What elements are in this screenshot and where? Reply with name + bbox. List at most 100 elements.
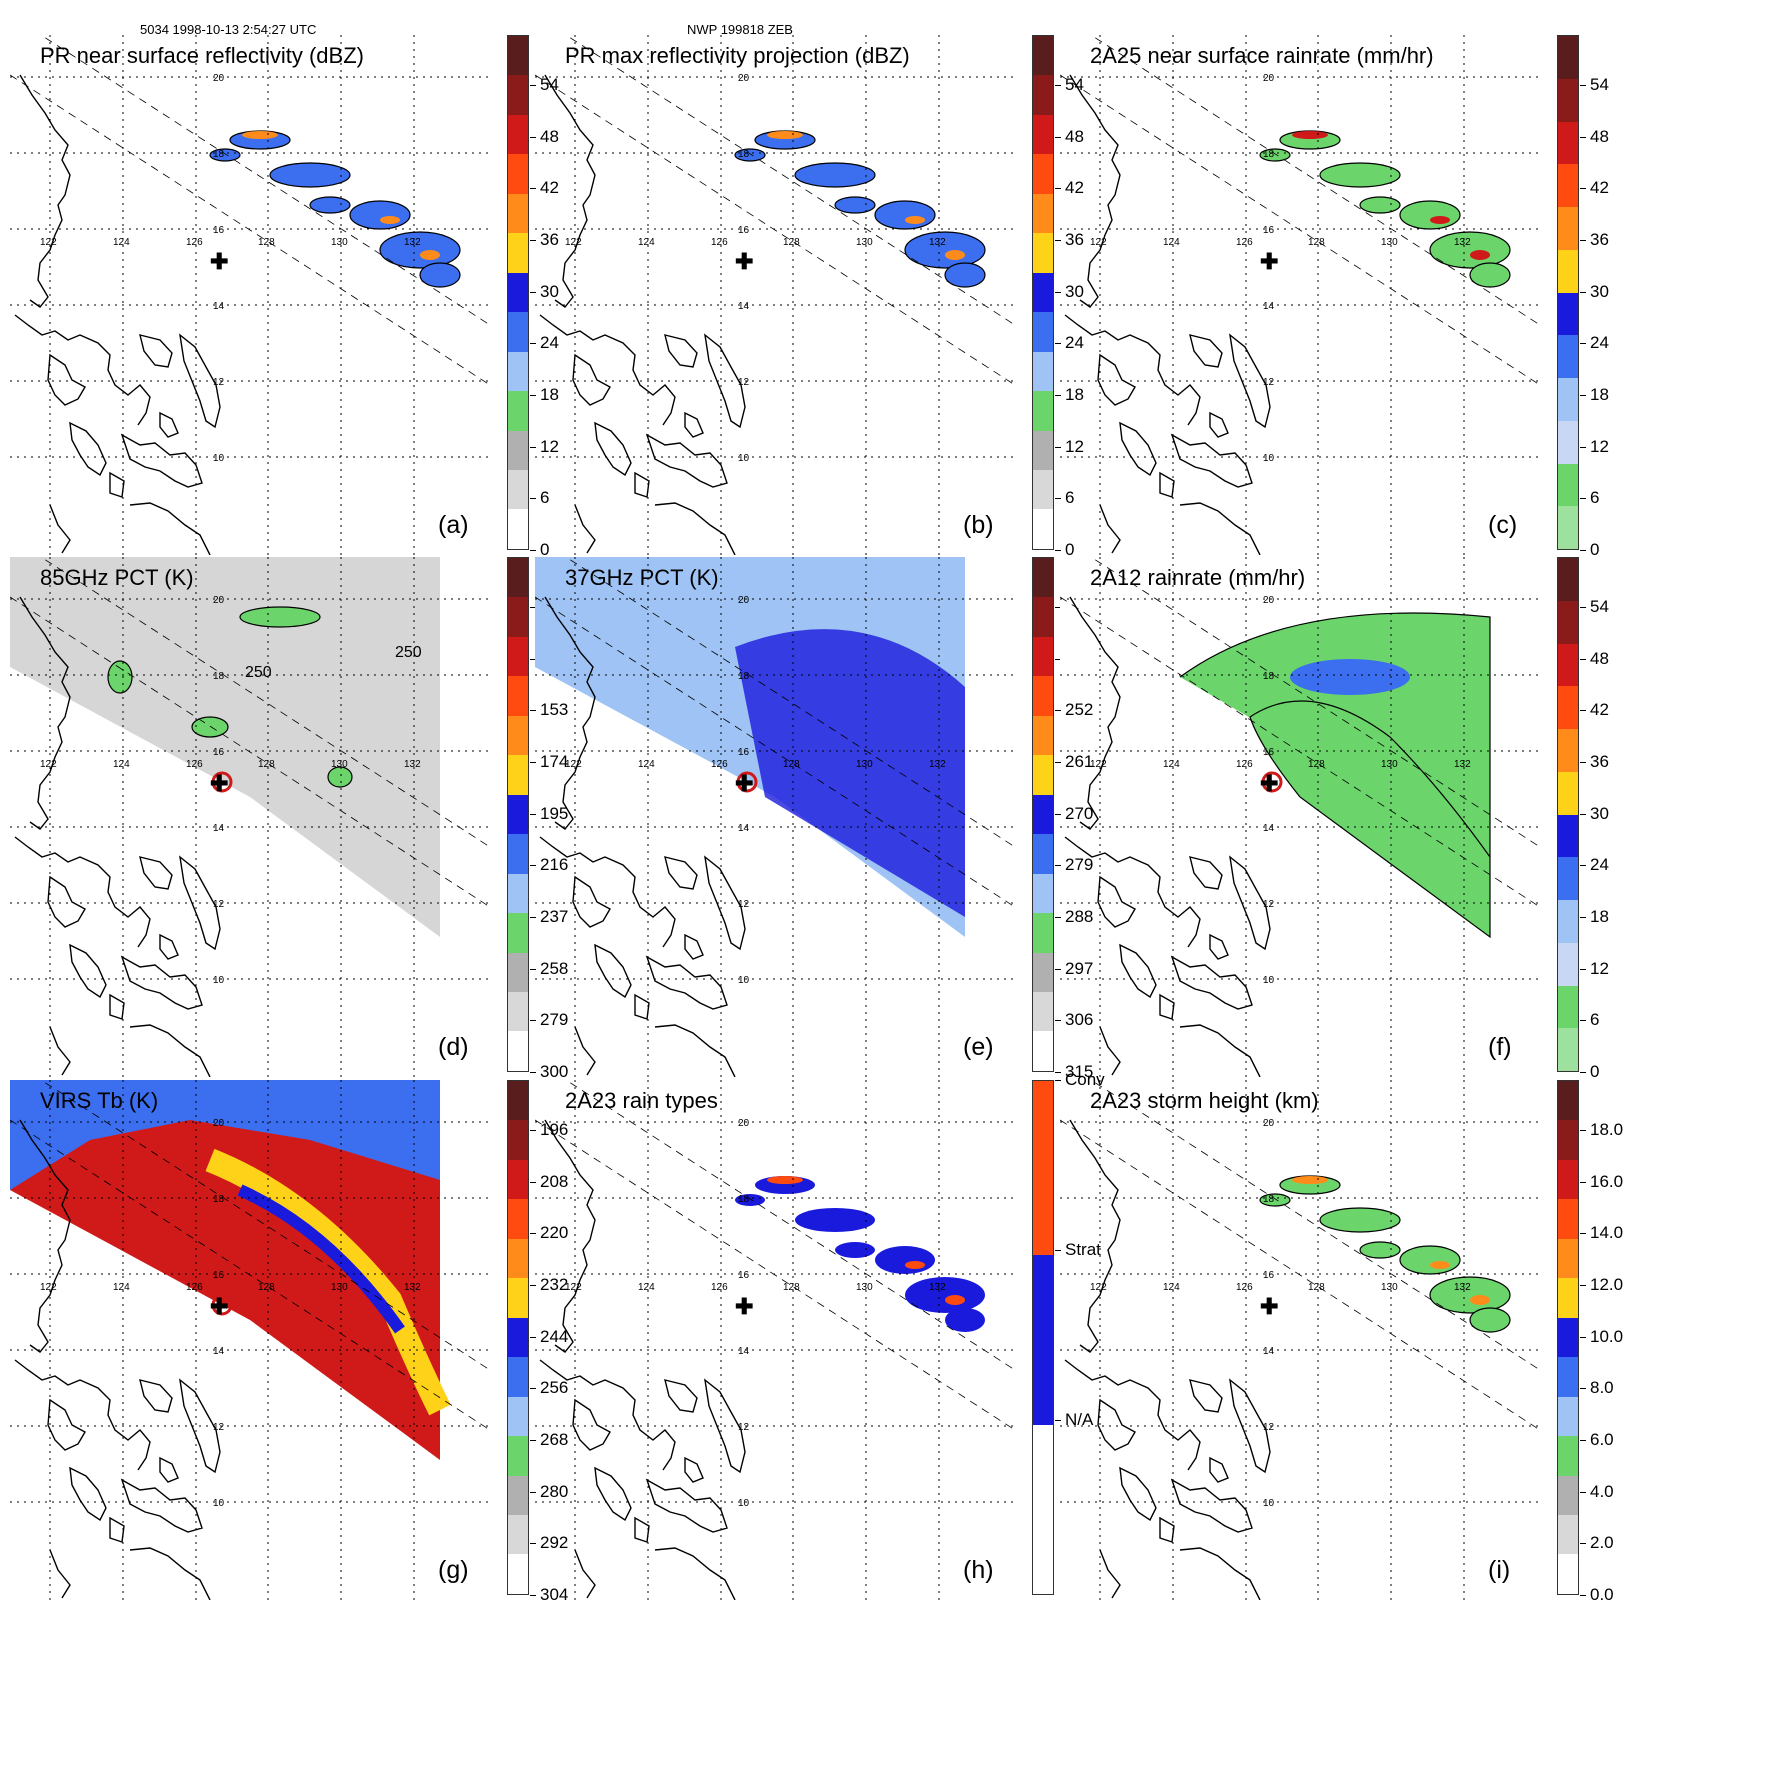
lon-label: 126 xyxy=(1236,1282,1253,1293)
panel-d: 20 18 16 14 12 10 122 124 126 128 130 132 ✚ 250 250 85G… xyxy=(10,557,570,1117)
colorbar-segment xyxy=(508,1120,528,1160)
colorbar-segment xyxy=(508,1396,528,1437)
map-canvas: 20 18 16 14 12 10 122 124 126 128 130 132 ✚ xyxy=(535,557,1015,1077)
colorbar-segment xyxy=(1558,164,1578,207)
lat-label: 18 xyxy=(738,1194,750,1205)
lat-label: 20 xyxy=(213,73,225,84)
lat-label: 14 xyxy=(1263,1346,1275,1357)
lat-label: 10 xyxy=(1263,1498,1275,1509)
map-canvas: 20 18 16 14 12 10 122 124 126 128 130 132 ✚ xyxy=(1060,35,1540,555)
lon-label: 126 xyxy=(711,237,728,248)
panel-letter: (f) xyxy=(1488,1033,1512,1061)
colorbar-tick-label: 42 xyxy=(1580,700,1609,720)
colorbar-segment xyxy=(508,597,528,637)
colorbar-segment xyxy=(1558,1028,1578,1071)
colorbar-tick-label: 48 xyxy=(1055,126,1084,146)
colorbar-segment xyxy=(1558,78,1578,122)
colorbar-tick-label: 6 xyxy=(1579,488,1600,508)
colorbar-tick-label: 279 xyxy=(529,1010,569,1030)
map-b: 20 18 16 14 12 10 122 124 126 128 130 132 ✚ xyxy=(535,35,1015,555)
colorbar-segment xyxy=(1558,506,1578,549)
colorbar-segment xyxy=(1033,193,1053,234)
colorbar-tick-label: 4.0 xyxy=(1580,1481,1614,1501)
lon-label: 124 xyxy=(1163,1282,1180,1293)
panel-b: 20 18 16 14 12 10 122 124 126 128 130 132 ✚ PR max re… xyxy=(535,35,1095,595)
map-canvas: 20 18 16 14 12 10 122 124 126 128 130 132 ✚ xyxy=(10,1080,490,1600)
orbit-info: 5034 1998-10-13 2:54:27 UTC xyxy=(140,22,317,37)
lon-label: 122 xyxy=(565,759,582,770)
colorbar-segment xyxy=(1558,814,1578,858)
panel-title: 85GHz PCT (K) xyxy=(40,565,194,590)
lon-label: 130 xyxy=(1381,237,1398,248)
map-canvas: 20 18 16 14 12 10 122 124 126 128 130 132 ✚ xyxy=(10,35,490,555)
colorbar-tick-label: 18 xyxy=(1580,907,1609,926)
colorbar-segment xyxy=(1033,1031,1053,1071)
colorbar-tick-label: 244 xyxy=(529,1326,569,1346)
lon-label: 122 xyxy=(40,1282,57,1293)
colorbar-segment xyxy=(1558,985,1578,1029)
colorbar-tick-label: 12 xyxy=(1580,436,1609,456)
colorbar-tick-label: 42 xyxy=(530,178,559,198)
colorbar-tick-label: 306 xyxy=(1054,1010,1094,1030)
colorbar-segment xyxy=(508,469,528,510)
colorbar-segment xyxy=(1033,312,1053,352)
colorbar-segment xyxy=(1558,1436,1578,1476)
lat-label: 20 xyxy=(1263,595,1275,606)
lon-label: 122 xyxy=(1090,1282,1107,1293)
lon-label: 124 xyxy=(113,1282,130,1293)
colorbar-tick-label: 42 xyxy=(1580,178,1609,198)
map-canvas: 20 18 16 14 12 10 122 124 126 128 130 132 ✚ xyxy=(535,35,1015,555)
colorbar-segment xyxy=(508,834,528,874)
lat-label: 16 xyxy=(738,747,750,758)
colorbar-tick-label: 258 xyxy=(529,958,569,978)
panel-letter: (d) xyxy=(438,1033,469,1061)
lon-label: 124 xyxy=(113,759,130,770)
colorbar-tick-label: Strat xyxy=(1055,1240,1101,1259)
lat-label: 14 xyxy=(738,301,750,312)
colorbar-segment xyxy=(1558,1199,1578,1239)
lat-label: 12 xyxy=(213,377,225,388)
lat-label: 12 xyxy=(213,899,225,910)
colorbar-ticks: 18.0 16.0 14.0 12.0 10.0 8.0 6.0 4.0 2.0 0.0 xyxy=(1579,1080,1642,1604)
colorbar-segment xyxy=(1558,335,1578,378)
lat-label: 14 xyxy=(1263,301,1275,312)
colorbar-segment xyxy=(508,1317,528,1358)
lat-label: 18 xyxy=(1263,1194,1275,1205)
map-d: 20 18 16 14 12 10 122 124 126 128 130 132 ✚ 250 250 xyxy=(10,557,490,1077)
lon-label: 126 xyxy=(1236,759,1253,770)
lat-label: 14 xyxy=(213,301,225,312)
colorbar-tick-label: 24 xyxy=(1580,855,1609,875)
colorbar-segment xyxy=(1033,509,1053,549)
colorbar-segment xyxy=(508,36,528,76)
colorbar-tick-label: 36 xyxy=(1580,752,1609,771)
lat-label: 18 xyxy=(213,149,225,160)
colorbar-segment xyxy=(1558,249,1578,293)
colorbar-tick-label: 6 xyxy=(1579,1010,1600,1030)
lon-label: 126 xyxy=(186,237,203,248)
map-canvas: 20 18 16 14 12 10 122 124 126 128 130 132 ✚ xyxy=(1060,1080,1540,1600)
lon-label: 132 xyxy=(1454,1282,1471,1293)
colorbar-segment xyxy=(1558,1081,1578,1121)
colorbar xyxy=(1557,35,1579,550)
colorbar-segment xyxy=(508,1357,528,1397)
colorbar-tick-label: 6 xyxy=(529,488,550,508)
colorbar-tick-label: 288 xyxy=(1054,907,1094,926)
lon-label: 126 xyxy=(711,759,728,770)
lon-label: 122 xyxy=(40,237,57,248)
colorbar-segment xyxy=(508,233,528,273)
colorbar xyxy=(1557,1080,1579,1595)
contour-label: 250 xyxy=(245,664,272,681)
lat-label: 12 xyxy=(1263,377,1275,388)
colorbar-tick-label: 0 xyxy=(529,540,550,559)
lat-label: 10 xyxy=(1263,975,1275,986)
lat-label: 14 xyxy=(213,823,225,834)
colorbar-segment xyxy=(1558,1120,1578,1160)
colorbar-tick-label: 18.0 xyxy=(1579,1120,1624,1139)
colorbar-segment xyxy=(508,755,528,795)
storm-center-marker: ✚ xyxy=(1260,1294,1278,1319)
storm-center-marker: ✚ xyxy=(210,1294,228,1319)
colorbar-segment xyxy=(508,1514,528,1555)
colorbar-tick-label: 48 xyxy=(1580,126,1609,146)
lat-label: 20 xyxy=(738,595,750,606)
colorbar-tick-label: 208 xyxy=(529,1171,569,1191)
